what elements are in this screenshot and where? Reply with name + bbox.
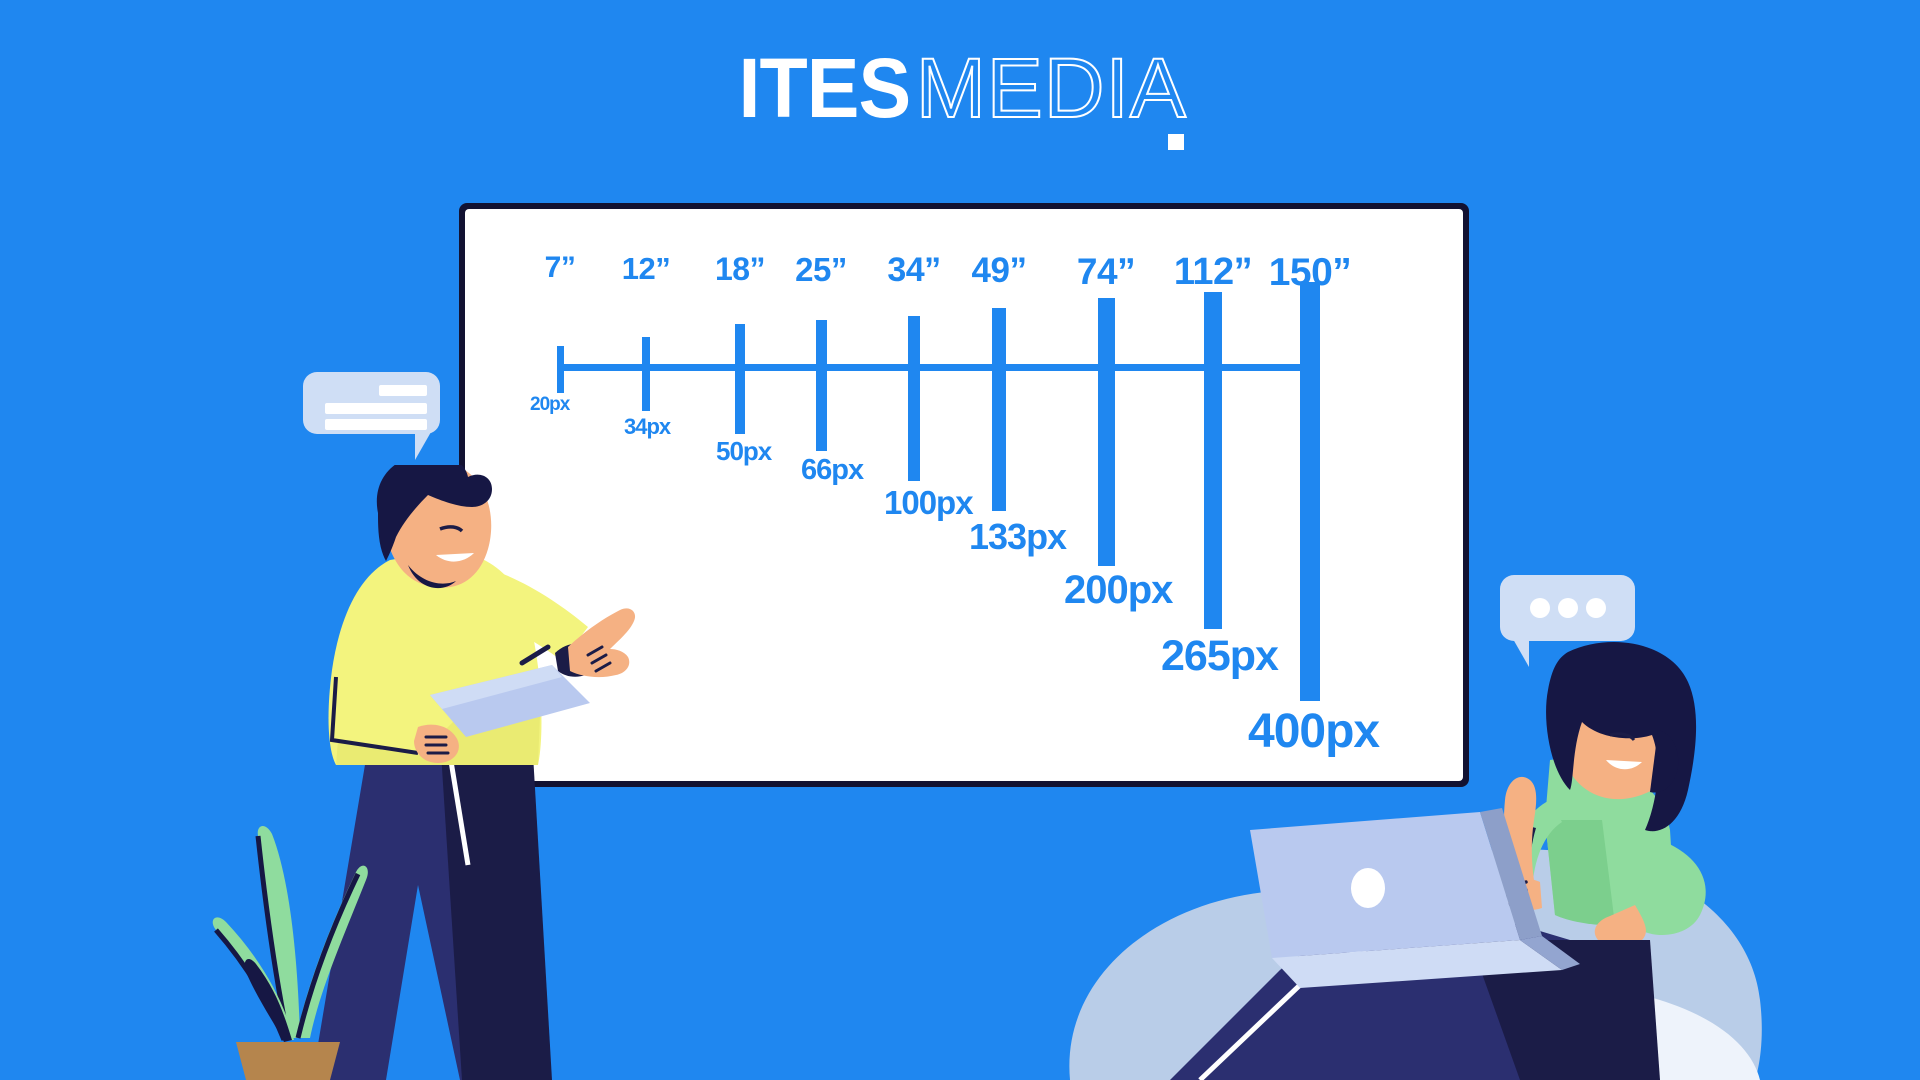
- chart-category-label: 112”: [1173, 251, 1253, 293]
- chart-value-label: 50px: [716, 436, 772, 466]
- chart-value-label: 265px: [1161, 632, 1279, 680]
- chart-tick: [815, 320, 827, 451]
- chat-bubble-left-body: [303, 372, 440, 434]
- bubble-tail-icon: [1513, 639, 1529, 667]
- chart-value-label: 200px: [1064, 568, 1173, 612]
- chart-category-label: 7”: [544, 251, 576, 284]
- bubble-dot-icon: [1530, 598, 1550, 618]
- bubble-dot-icon: [1586, 598, 1606, 618]
- chart-tick: [992, 308, 1006, 511]
- bubble-tail-icon: [415, 432, 431, 460]
- chart-tick: [1300, 282, 1320, 701]
- bubble-dot-icon: [1558, 598, 1578, 618]
- chart-tick: [735, 324, 745, 434]
- whiteboard-surface: 7” 20px 12” 34px 18” 50px 25” 66px 34” 100px 49” 13…: [465, 209, 1463, 781]
- whiteboard-frame: 7” 20px 12” 34px 18” 50px 25” 66px 34” 100px 49” 13…: [459, 203, 1469, 787]
- chart-value-label: 133px: [969, 516, 1067, 557]
- bubble-text-line: [379, 385, 427, 396]
- bubble-text-line: [325, 419, 427, 430]
- chart-category-label: 18”: [714, 251, 766, 287]
- chart-category-label: 150”: [1268, 251, 1352, 294]
- man-presenting-with-tablet-illustration: [312, 465, 636, 1080]
- snake-plant-illustration: [212, 825, 368, 1080]
- chart-value-label: 400px: [1248, 705, 1380, 758]
- chart-value-label: 34px: [624, 414, 671, 439]
- woman-on-beanbag-with-laptop-illustration: [1069, 642, 1762, 1080]
- logo-light-text: MEDIA: [915, 41, 1187, 135]
- chart-tick: [1097, 298, 1115, 566]
- chart-category-label: 34”: [887, 251, 941, 289]
- screen-size-pixel-chart: 7” 20px 12” 34px 18” 50px 25” 66px 34” 100px 49” 13…: [465, 209, 1463, 781]
- chart-tick: [556, 346, 564, 393]
- bubble-text-line: [325, 403, 427, 414]
- chat-bubble-right-body: [1500, 575, 1635, 641]
- chart-tick: [642, 337, 650, 411]
- logo-square-dot-icon: [1168, 134, 1184, 150]
- chart-category-label: 12”: [621, 251, 671, 286]
- chart-tick: [908, 316, 920, 481]
- chart-axis-line: [560, 364, 1310, 371]
- chart-category-label: 74”: [1076, 251, 1136, 292]
- brand-logo: ITESMEDIA: [0, 41, 1920, 150]
- logo-bold-text: ITES: [738, 41, 912, 135]
- chart-value-label: 100px: [884, 484, 974, 521]
- chart-value-label: 20px: [530, 394, 570, 415]
- chart-tick: [1204, 292, 1222, 629]
- chart-category-label: 25”: [795, 251, 847, 288]
- chart-category-label: 49”: [971, 251, 1027, 290]
- chart-value-label: 66px: [801, 454, 864, 486]
